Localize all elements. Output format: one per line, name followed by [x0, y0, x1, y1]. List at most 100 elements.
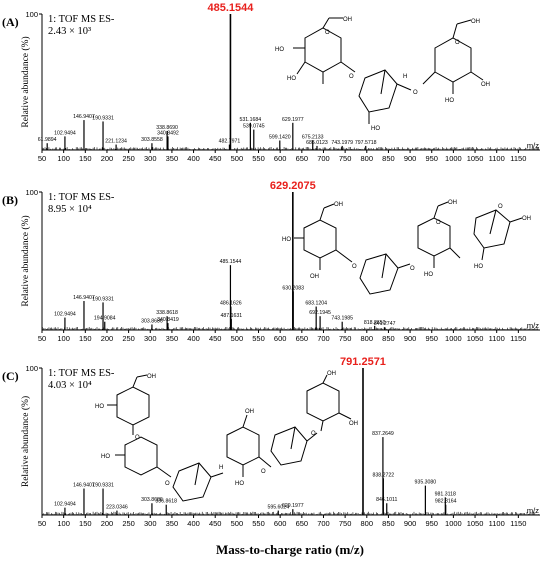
x-tick-label: 150	[79, 154, 92, 163]
y-tick-label-c: 100	[25, 364, 38, 373]
peak-label: 743.1985	[331, 316, 353, 322]
x-tick-label: 250	[122, 519, 135, 528]
structure-a-o-1: O	[325, 30, 330, 36]
peak-label: 797.5718	[355, 140, 377, 146]
panel-header-b: 1: TOF MS ES-	[48, 192, 115, 203]
structure-b-oh-2: OH	[310, 274, 319, 280]
x-tick-label: 1000	[445, 154, 462, 163]
peak-label: 146.9407	[73, 295, 95, 301]
structure-c-oh-2: OH	[245, 409, 254, 415]
peak-label: 982.3164	[435, 499, 457, 505]
x-tick-label: 950	[425, 334, 438, 343]
x-tick-label: 900	[404, 154, 417, 163]
y-axis-title-b: Relative abundance (%)	[20, 215, 31, 306]
peak-label: 743.1979	[331, 140, 353, 146]
peak-label: 531.1684	[240, 117, 262, 123]
x-tick-label: 300	[144, 519, 157, 528]
structure-c-o-1: O	[135, 435, 140, 441]
x-tick-label: 650	[296, 154, 309, 163]
base-peak-label: 791.2571	[340, 356, 386, 368]
peak-label: 487.1631	[220, 313, 242, 319]
peak-label: 303.8558	[141, 137, 163, 143]
x-tick-label: 850	[382, 154, 395, 163]
structure-b-ho-2: HO	[424, 272, 433, 278]
x-tick-label: 600	[274, 334, 287, 343]
x-tick-label: 650	[296, 519, 309, 528]
x-tick-label: 1050	[467, 154, 484, 163]
peak-label: 338.8690	[156, 125, 178, 131]
structure-c-oh-4: OH	[349, 421, 358, 427]
x-tick-label: 100	[57, 519, 70, 528]
x-tick-label: 200	[101, 154, 114, 163]
structure-c: OH HO HO HO OH OH OH O O O O H	[95, 371, 358, 502]
x-tick-label: 1050	[467, 334, 484, 343]
peak-label: 595.6024	[267, 505, 289, 511]
x-tick-label: 400	[187, 154, 200, 163]
structure-b-o-4: O	[498, 204, 503, 210]
peak-label: 629.1977	[282, 503, 304, 509]
peak-label: 190.9331	[92, 115, 114, 121]
x-tick-label: 1050	[467, 519, 484, 528]
x-tick-label: 1000	[445, 519, 462, 528]
x-tick-label: 350	[166, 519, 179, 528]
structure-b-o-3: O	[436, 220, 441, 226]
structure-b-ho-1: HO	[282, 237, 291, 243]
x-tick-label: 650	[296, 334, 309, 343]
structure-a-ho-2: HO	[287, 76, 296, 82]
x-tick-label: 1000	[445, 334, 462, 343]
structure-c-oh-3: OH	[327, 371, 336, 377]
x-tick-label: 850	[382, 519, 395, 528]
peak-label: 223.0346	[106, 505, 128, 511]
x-tick-label: 500	[231, 154, 244, 163]
base-peak-label: 629.2075	[270, 180, 316, 192]
x-tick-label: 950	[425, 519, 438, 528]
x-tick-label: 150	[79, 334, 92, 343]
panel-header-c: 1: TOF MS ES-	[48, 368, 115, 379]
x-tick-label: 750	[339, 334, 352, 343]
peak-label: 539.0745	[243, 124, 265, 130]
x-tick-label: 800	[361, 154, 374, 163]
y-tick-label-a: 100	[25, 10, 38, 19]
x-tick-label: 1100	[489, 154, 505, 163]
structure-b-oh-3: OH	[448, 200, 457, 206]
peak-label: 486.1626	[220, 301, 242, 307]
panel-letter-a: (A)	[2, 15, 19, 29]
x-tick-label: 550	[252, 519, 265, 528]
peak-label: 190.9331	[92, 296, 114, 302]
structure-a-h-1: H	[403, 74, 407, 80]
panel-letter-c: (C)	[2, 369, 19, 383]
peak-label: 340.8419	[157, 317, 179, 323]
spectrum-panel-b: 100 50 100 150 200 250 300 350 400 450 500 550 600 65…	[2, 180, 540, 343]
peak-label: 190.9331	[92, 483, 114, 489]
structure-c-ho-1: HO	[95, 404, 104, 410]
x-tick-label: 950	[425, 154, 438, 163]
panel-intensity-a: 2.43 × 10³	[48, 26, 91, 37]
panel-intensity-b: 8.95 × 10⁴	[48, 204, 92, 215]
x-tick-label: 1100	[489, 334, 505, 343]
peak-label: 818.2650	[364, 320, 386, 326]
structure-b-ho-3: HO	[474, 264, 483, 270]
x-tick-label: 200	[101, 334, 114, 343]
x-tick-label: 150	[79, 519, 92, 528]
x-tick-label: 350	[166, 154, 179, 163]
peak-label: 336.8618	[155, 499, 177, 505]
peak-label: 340.8492	[157, 130, 179, 136]
peak-label: 303.8686	[141, 318, 163, 324]
x-tick-label: 1150	[510, 154, 526, 163]
peak-label: 599.1420	[269, 134, 291, 140]
x-axis-title: Mass-to-charge ratio (m/z)	[216, 542, 364, 557]
peak-label: 935.3080	[415, 480, 437, 486]
structure-b-oh-4: OH	[522, 216, 531, 222]
x-tick-label: 550	[252, 334, 265, 343]
structure-a-ho-1: HO	[275, 47, 284, 53]
peak-label: 338.8618	[156, 310, 178, 316]
x-tick-label: 500	[231, 519, 244, 528]
x-tick-label: 1150	[510, 334, 526, 343]
structure-a-o-2: O	[349, 74, 354, 80]
peak-label: 146.9407	[73, 114, 95, 120]
x-tick-label: 600	[274, 154, 287, 163]
peak-label: 981.3118	[435, 491, 456, 497]
x-tick-label: 450	[209, 334, 222, 343]
x-tick-label: 50	[38, 519, 46, 528]
